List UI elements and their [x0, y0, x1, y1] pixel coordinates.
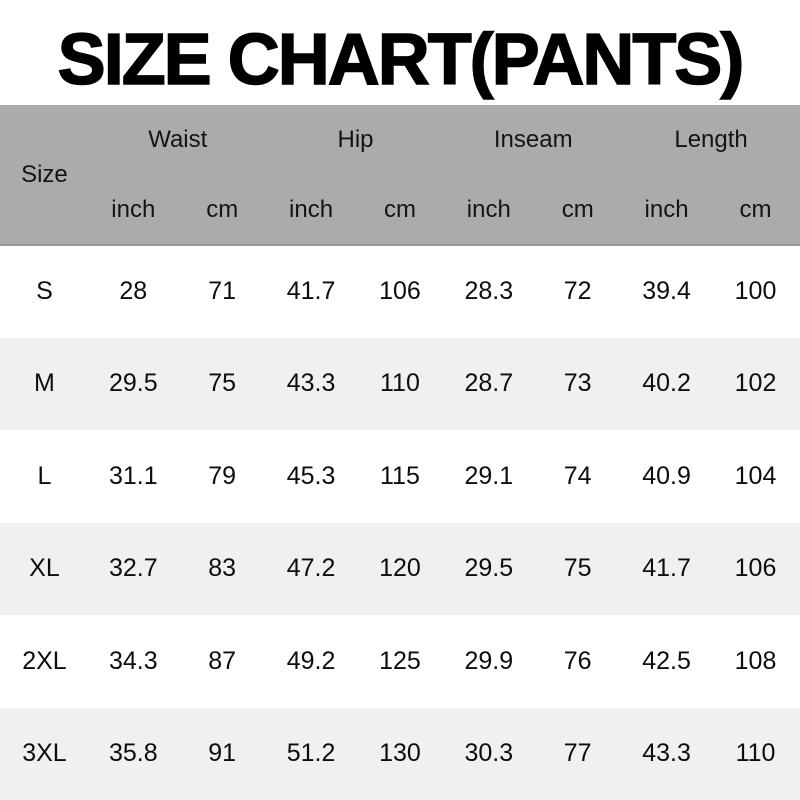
- column-header-hip: Hip: [266, 105, 445, 175]
- table-row: 3XL 35.8 91 51.2 130 30.3 77 43.3 110: [0, 707, 800, 800]
- value-cell: 130: [355, 707, 445, 800]
- unit-header-inseam-cm: cm: [533, 175, 623, 246]
- value-cell: 106: [711, 522, 800, 615]
- value-cell: 91: [177, 707, 267, 800]
- value-cell: 73: [533, 337, 623, 430]
- size-cell: L: [0, 430, 89, 523]
- size-table: Size Waist Hip Inseam Length inch cm inc…: [0, 105, 800, 800]
- column-header-inseam: Inseam: [444, 105, 623, 175]
- title-band: SIZE CHART(PANTS): [0, 0, 800, 105]
- value-cell: 41.7: [266, 245, 356, 338]
- value-cell: 34.3: [88, 615, 178, 708]
- table-row: XL 32.7 83 47.2 120 29.5 75 41.7 106: [0, 522, 800, 615]
- value-cell: 120: [355, 522, 445, 615]
- value-cell: 45.3: [266, 430, 356, 523]
- unit-header-length-cm: cm: [711, 175, 800, 246]
- size-cell: S: [0, 245, 89, 338]
- size-cell: 2XL: [0, 615, 89, 708]
- value-cell: 42.5: [622, 615, 711, 708]
- value-cell: 29.1: [444, 430, 534, 523]
- value-cell: 49.2: [266, 615, 356, 708]
- size-cell: 3XL: [0, 707, 89, 800]
- value-cell: 29.9: [444, 615, 534, 708]
- column-header-size: Size: [0, 105, 89, 246]
- value-cell: 115: [355, 430, 445, 523]
- unit-header-inseam-inch: inch: [444, 175, 534, 246]
- value-cell: 29.5: [88, 337, 178, 430]
- value-cell: 110: [355, 337, 445, 430]
- value-cell: 75: [533, 522, 623, 615]
- unit-header-hip-inch: inch: [266, 175, 356, 246]
- value-cell: 29.5: [444, 522, 534, 615]
- unit-header-waist-inch: inch: [88, 175, 178, 246]
- value-cell: 75: [177, 337, 267, 430]
- table-row: 2XL 34.3 87 49.2 125 29.9 76 42.5 108: [0, 615, 800, 708]
- value-cell: 30.3: [444, 707, 534, 800]
- value-cell: 28.7: [444, 337, 534, 430]
- value-cell: 71: [177, 245, 267, 338]
- value-cell: 40.2: [622, 337, 711, 430]
- size-cell: M: [0, 337, 89, 430]
- size-cell: XL: [0, 522, 89, 615]
- value-cell: 39.4: [622, 245, 711, 338]
- value-cell: 110: [711, 707, 800, 800]
- value-cell: 76: [533, 615, 623, 708]
- value-cell: 35.8: [88, 707, 178, 800]
- value-cell: 28.3: [444, 245, 534, 338]
- value-cell: 100: [711, 245, 800, 338]
- value-cell: 104: [711, 430, 800, 523]
- column-header-waist: Waist: [88, 105, 267, 175]
- value-cell: 106: [355, 245, 445, 338]
- unit-header-row: inch cm inch cm inch cm inch cm: [0, 175, 800, 246]
- group-header-row: Size Waist Hip Inseam Length: [0, 105, 800, 246]
- unit-header-waist-cm: cm: [177, 175, 267, 246]
- value-cell: 74: [533, 430, 623, 523]
- size-table-body: S 28 71 41.7 106 28.3 72 39.4 100 M 29.5 75 43.3 110 2…: [0, 245, 800, 800]
- unit-header-length-inch: inch: [622, 175, 711, 246]
- value-cell: 28: [88, 245, 178, 338]
- value-cell: 51.2: [266, 707, 356, 800]
- value-cell: 40.9: [622, 430, 711, 523]
- value-cell: 87: [177, 615, 267, 708]
- column-header-length: Length: [622, 105, 800, 175]
- value-cell: 79: [177, 430, 267, 523]
- unit-header-hip-cm: cm: [355, 175, 445, 246]
- value-cell: 41.7: [622, 522, 711, 615]
- size-table-header: Size Waist Hip Inseam Length inch cm inc…: [0, 105, 800, 246]
- value-cell: 31.1: [88, 430, 178, 523]
- value-cell: 83: [177, 522, 267, 615]
- value-cell: 125: [355, 615, 445, 708]
- value-cell: 77: [533, 707, 623, 800]
- value-cell: 72: [533, 245, 623, 338]
- value-cell: 32.7: [88, 522, 178, 615]
- page-title: SIZE CHART(PANTS): [57, 19, 745, 101]
- value-cell: 43.3: [622, 707, 711, 800]
- value-cell: 47.2: [266, 522, 356, 615]
- table-row: S 28 71 41.7 106 28.3 72 39.4 100: [0, 245, 800, 338]
- value-cell: 43.3: [266, 337, 356, 430]
- table-row: L 31.1 79 45.3 115 29.1 74 40.9 104: [0, 430, 800, 523]
- table-row: M 29.5 75 43.3 110 28.7 73 40.2 102: [0, 337, 800, 430]
- value-cell: 102: [711, 337, 800, 430]
- value-cell: 108: [711, 615, 800, 708]
